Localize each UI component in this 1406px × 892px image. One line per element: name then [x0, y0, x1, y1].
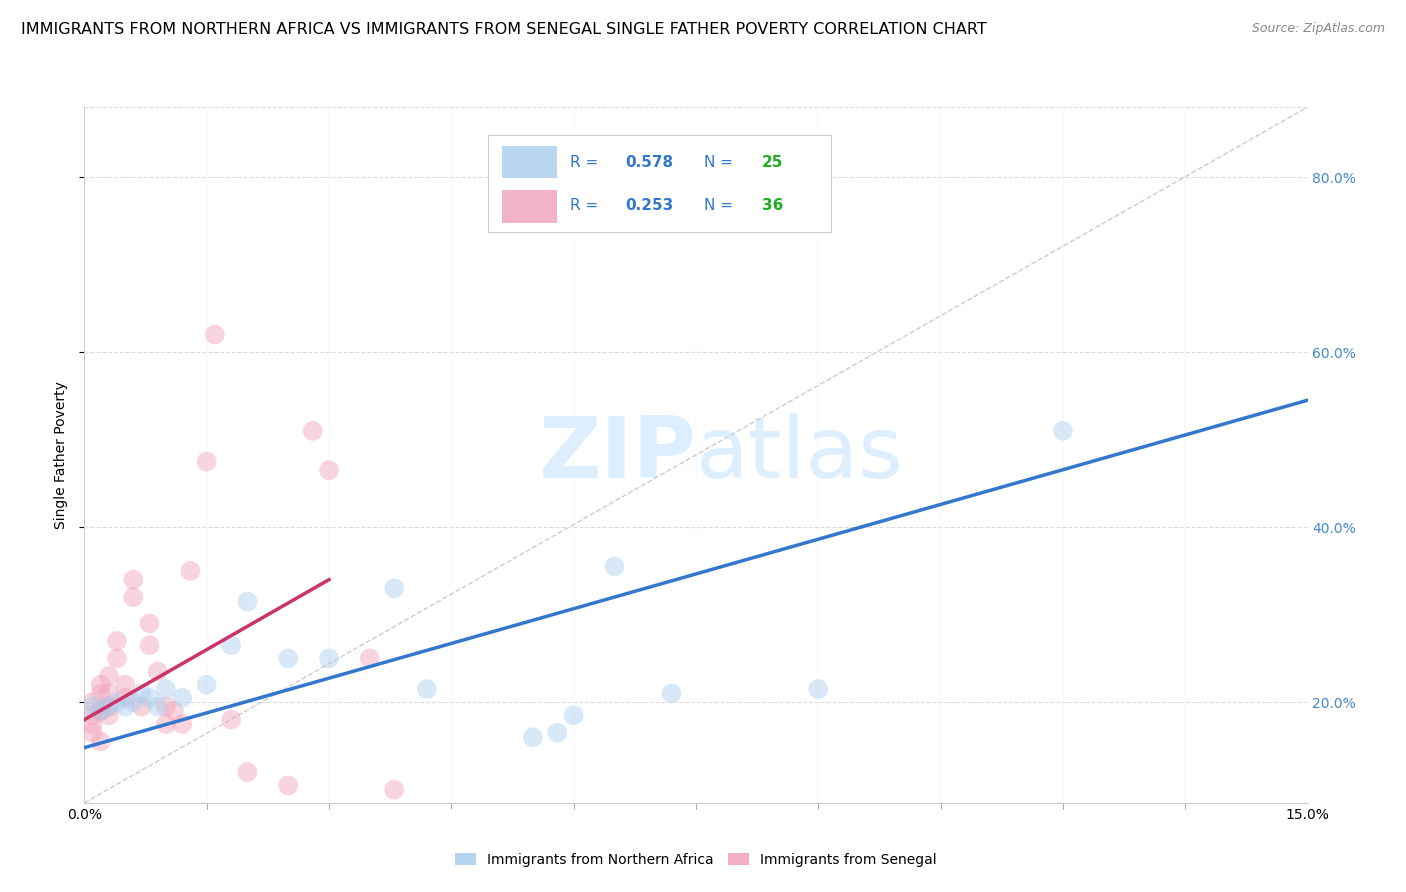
- Point: [122, 573, 145, 587]
- Point: [82, 708, 104, 723]
- Text: R =: R =: [571, 199, 603, 213]
- Point: [90, 734, 112, 748]
- Point: [131, 686, 153, 700]
- Point: [155, 681, 177, 696]
- Point: [546, 726, 568, 740]
- Point: [82, 717, 104, 731]
- Point: [236, 594, 259, 608]
- Point: [131, 699, 153, 714]
- Point: [90, 704, 112, 718]
- Point: [122, 590, 145, 604]
- Point: [97, 686, 120, 700]
- Point: [219, 638, 242, 652]
- Point: [172, 690, 194, 705]
- Point: [172, 717, 194, 731]
- Point: [179, 564, 201, 578]
- Point: [114, 699, 136, 714]
- Point: [661, 686, 683, 700]
- Point: [522, 730, 544, 744]
- Point: [219, 713, 242, 727]
- Text: 0.253: 0.253: [626, 199, 673, 213]
- Point: [359, 651, 381, 665]
- Point: [97, 699, 120, 714]
- Text: 36: 36: [762, 199, 783, 213]
- Point: [105, 695, 128, 709]
- Point: [382, 782, 405, 797]
- Text: R =: R =: [571, 154, 603, 169]
- Point: [97, 708, 120, 723]
- Point: [382, 582, 405, 596]
- Text: N =: N =: [704, 154, 738, 169]
- Point: [562, 708, 585, 723]
- Point: [204, 327, 226, 342]
- Point: [277, 651, 299, 665]
- Point: [155, 717, 177, 731]
- FancyBboxPatch shape: [502, 145, 557, 178]
- Text: ZIP: ZIP: [538, 413, 696, 497]
- Point: [82, 695, 104, 709]
- Point: [138, 616, 160, 631]
- Point: [90, 686, 112, 700]
- Y-axis label: Single Father Poverty: Single Father Poverty: [53, 381, 67, 529]
- Point: [82, 699, 104, 714]
- Point: [155, 699, 177, 714]
- Point: [416, 681, 439, 696]
- Legend: Immigrants from Northern Africa, Immigrants from Senegal: Immigrants from Northern Africa, Immigra…: [450, 847, 942, 872]
- Point: [138, 638, 160, 652]
- Point: [114, 690, 136, 705]
- Point: [97, 699, 120, 714]
- Point: [146, 699, 169, 714]
- Point: [277, 778, 299, 792]
- Point: [318, 463, 340, 477]
- Text: Source: ZipAtlas.com: Source: ZipAtlas.com: [1251, 22, 1385, 36]
- Text: 0.578: 0.578: [626, 154, 673, 169]
- Point: [195, 454, 218, 468]
- Point: [122, 695, 145, 709]
- Point: [82, 726, 104, 740]
- Point: [146, 665, 169, 679]
- Point: [807, 681, 830, 696]
- Point: [1052, 424, 1074, 438]
- Point: [163, 704, 186, 718]
- Point: [90, 704, 112, 718]
- Point: [138, 690, 160, 705]
- Point: [603, 559, 626, 574]
- Text: N =: N =: [704, 199, 738, 213]
- Point: [90, 678, 112, 692]
- Text: atlas: atlas: [696, 413, 904, 497]
- Point: [105, 633, 128, 648]
- Text: 25: 25: [762, 154, 783, 169]
- Point: [114, 678, 136, 692]
- FancyBboxPatch shape: [502, 190, 557, 222]
- Point: [301, 424, 323, 438]
- Text: IMMIGRANTS FROM NORTHERN AFRICA VS IMMIGRANTS FROM SENEGAL SINGLE FATHER POVERTY: IMMIGRANTS FROM NORTHERN AFRICA VS IMMIG…: [21, 22, 987, 37]
- Point: [105, 651, 128, 665]
- Point: [318, 651, 340, 665]
- Point: [195, 678, 218, 692]
- Point: [97, 669, 120, 683]
- Point: [236, 765, 259, 780]
